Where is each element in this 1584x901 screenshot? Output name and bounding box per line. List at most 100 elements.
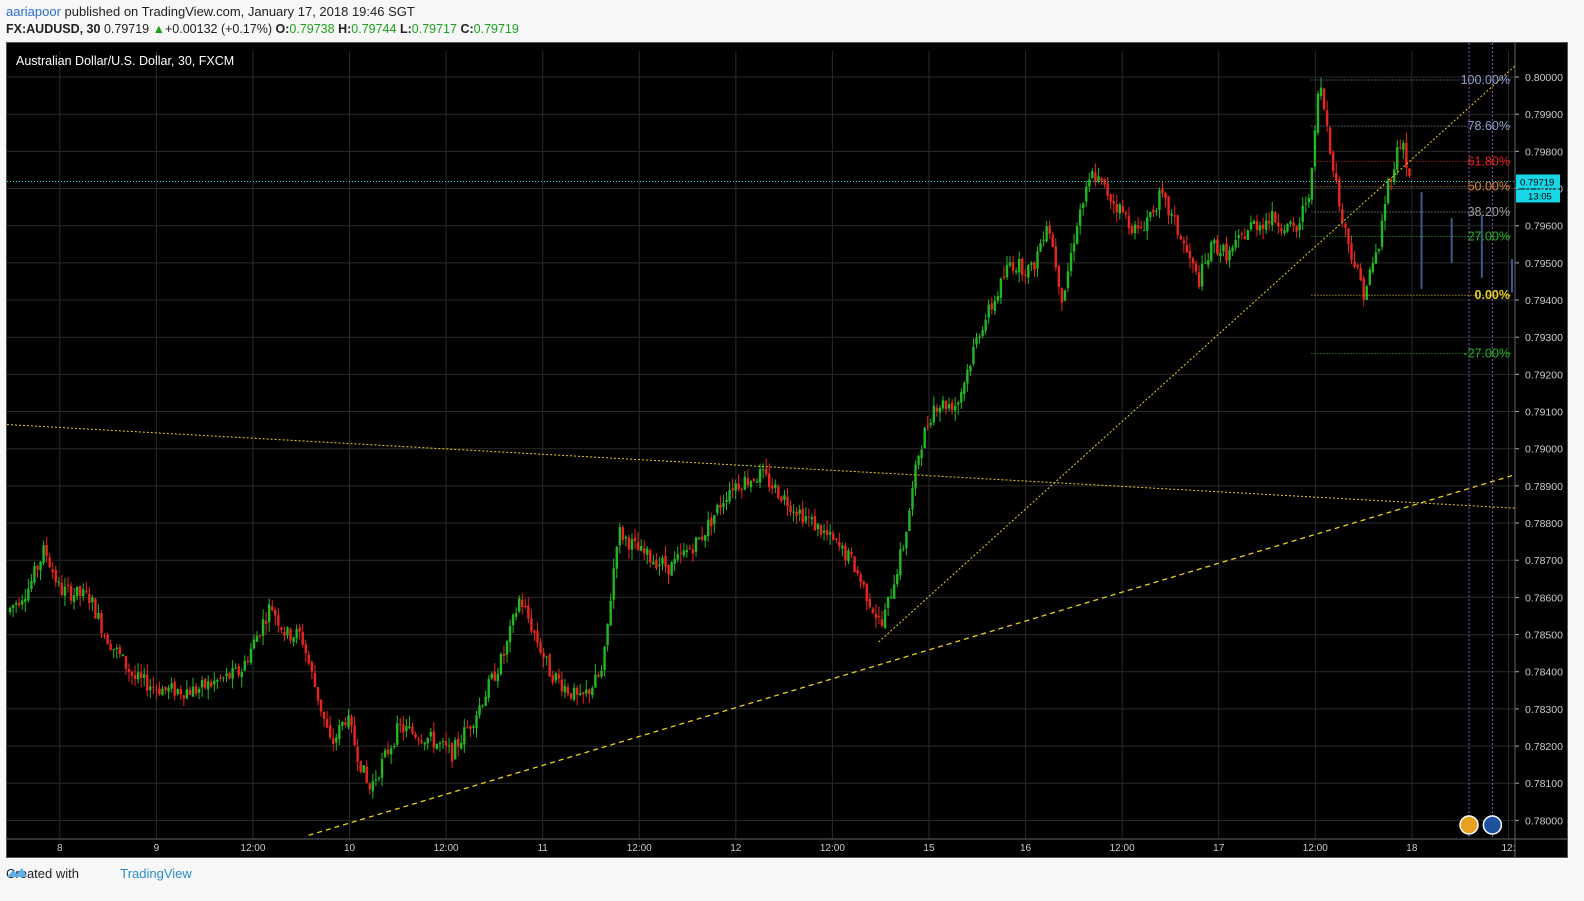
candle-body: [1283, 230, 1286, 234]
candle-body: [252, 639, 256, 649]
candle-body: [191, 686, 195, 697]
candle-body: [402, 724, 405, 733]
candle-body: [1005, 265, 1009, 278]
candle-body: [1365, 286, 1368, 300]
us-event-flag-icon: [1459, 815, 1479, 835]
symbol-label: FX:AUDUSD, 30: [6, 22, 101, 36]
candle-body: [408, 726, 411, 729]
candle-body: [1399, 147, 1402, 149]
candle-body: [271, 606, 274, 611]
candle-body: [277, 615, 280, 626]
candle-body: [319, 699, 323, 712]
candle-body: [97, 612, 100, 619]
candle-body: [1286, 223, 1289, 232]
price-chart[interactable]: 0.800000.799000.798000.797000.796000.795…: [7, 43, 1567, 857]
candle-body: [14, 603, 18, 605]
open-value: 0.79738: [289, 22, 335, 36]
candle-body: [914, 464, 917, 489]
rising-trendline: [878, 65, 1516, 643]
candle-body: [1207, 260, 1210, 265]
candle-body: [990, 303, 993, 310]
candle-body: [179, 689, 182, 695]
candle-body: [1164, 192, 1167, 199]
y-tick-label: 0.78500: [1525, 630, 1563, 642]
chart-area[interactable]: 0.800000.799000.798000.797000.796000.795…: [6, 42, 1568, 858]
candle-body: [981, 330, 984, 337]
candle-body: [197, 688, 201, 693]
candle-body: [328, 725, 332, 738]
candle-body: [78, 586, 82, 596]
open-label: O:: [275, 22, 290, 36]
candle-body: [115, 647, 118, 650]
candle-body: [658, 564, 661, 567]
candle-body: [149, 686, 152, 691]
candle-body: [200, 680, 204, 688]
candle-body: [960, 392, 963, 403]
candle-body: [539, 642, 542, 653]
candle-body: [710, 517, 713, 527]
candle-body: [697, 537, 701, 540]
candle-body: [597, 674, 600, 677]
candle-body: [1295, 226, 1298, 232]
candle-body: [947, 404, 951, 409]
candle-body: [828, 531, 832, 535]
candle-body: [444, 741, 448, 746]
x-tick-label: 9: [154, 843, 160, 854]
candle-body: [819, 525, 823, 535]
candle-body: [94, 598, 97, 619]
candle-body: [533, 630, 536, 634]
candle-body: [1017, 258, 1021, 273]
candle-body: [530, 618, 533, 632]
candle-body: [286, 627, 289, 636]
candle-body: [30, 581, 33, 590]
candle-body: [377, 777, 381, 779]
y-tick-label: 0.79500: [1525, 258, 1563, 270]
candle-body: [1316, 93, 1320, 133]
candle-body: [450, 743, 454, 762]
candle-body: [1216, 239, 1219, 255]
candle-body: [963, 382, 966, 394]
candle-body: [91, 597, 94, 603]
candle-body: [106, 634, 109, 645]
ohlc-line: FX:AUDUSD, 30 0.79719 ▲+0.00132 (+0.17%)…: [6, 22, 519, 36]
candle-body: [1292, 222, 1295, 227]
candle-body: [335, 737, 338, 743]
tradingview-link[interactable]: TradingView: [120, 866, 192, 881]
candle-body: [935, 407, 939, 412]
candle-body: [780, 496, 783, 502]
y-tick-label: 0.78200: [1525, 741, 1563, 753]
candle-body: [694, 537, 698, 552]
low-label: L:: [399, 22, 412, 36]
candle-body: [502, 653, 506, 657]
candle-body: [1203, 262, 1207, 264]
candle-body: [542, 652, 545, 658]
y-tick-label: 0.79800: [1525, 146, 1563, 158]
candle-body: [1069, 253, 1073, 272]
candle-body: [261, 619, 265, 636]
candle-body: [728, 490, 731, 502]
candle-body: [24, 598, 27, 602]
candle-body: [1179, 236, 1182, 240]
candle-body: [1277, 222, 1280, 227]
candle-body: [1240, 233, 1243, 235]
author-link[interactable]: aariapoor: [6, 4, 61, 19]
candle-body: [142, 674, 146, 678]
candle-body: [920, 449, 923, 459]
candle-body: [822, 530, 826, 533]
candle-body: [170, 683, 173, 689]
candle-body: [103, 635, 106, 637]
candle-body: [774, 484, 777, 488]
candle-body: [746, 478, 750, 485]
candle-body: [51, 569, 54, 573]
candle-body: [438, 743, 442, 745]
candle-body: [929, 423, 932, 425]
candle-body: [588, 689, 591, 694]
candle-body: [420, 740, 423, 743]
candle-body: [1060, 288, 1064, 303]
candle-body: [423, 742, 426, 745]
candle-body: [600, 670, 603, 677]
candle-body: [609, 600, 612, 626]
candle-body: [551, 675, 554, 683]
candle-body: [606, 623, 609, 646]
candle-body: [441, 741, 445, 743]
